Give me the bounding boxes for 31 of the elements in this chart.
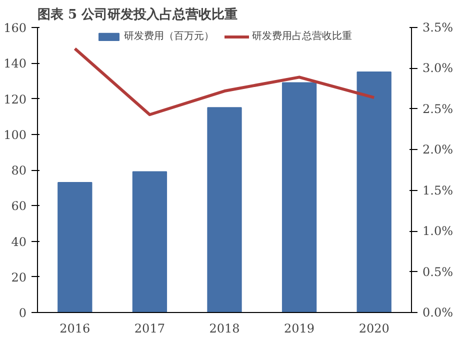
x-tick-label: 2020 bbox=[358, 322, 390, 336]
bar bbox=[58, 182, 92, 312]
bar bbox=[207, 107, 242, 312]
x-tick-label: 2017 bbox=[134, 322, 165, 336]
bar bbox=[132, 171, 168, 312]
x-tick-label: 2016 bbox=[60, 322, 90, 336]
y2-tick-label: 1.0% bbox=[422, 224, 453, 238]
y-tick-label: 0 bbox=[18, 306, 27, 320]
y2-tick-label: 3.5% bbox=[422, 20, 453, 34]
y-tick-label: 60 bbox=[11, 199, 27, 214]
y2-tick-label: 0.5% bbox=[422, 264, 453, 279]
y2-tick-label: 3.0% bbox=[422, 61, 453, 76]
legend-label: 研发费用占总营收比重 bbox=[252, 30, 352, 43]
y2-tick-label: 1.5% bbox=[422, 183, 453, 198]
y2-tick-label: 2.5% bbox=[422, 102, 453, 116]
y2-tick-label: 2.0% bbox=[422, 142, 453, 157]
bar bbox=[282, 82, 317, 312]
y-tick-label: 160 bbox=[4, 21, 26, 35]
line-series bbox=[73, 47, 376, 116]
x-tick-label: 2019 bbox=[284, 322, 315, 336]
y-tick-label: 40 bbox=[11, 234, 27, 249]
y-tick-label: 20 bbox=[11, 270, 27, 284]
y-tick-label: 140 bbox=[4, 56, 26, 71]
bar bbox=[356, 72, 392, 312]
y-tick-label: 80 bbox=[11, 164, 27, 178]
y-tick-label: 120 bbox=[4, 92, 26, 106]
y-tick-label: 100 bbox=[4, 128, 26, 142]
chart-title: 图表 5 公司研发投入占总营收比重 bbox=[38, 6, 238, 22]
y2-tick-label: 0.0% bbox=[422, 306, 453, 320]
x-tick-label: 2018 bbox=[209, 322, 240, 336]
legend-label: 研发费用（百万元） bbox=[124, 30, 214, 43]
